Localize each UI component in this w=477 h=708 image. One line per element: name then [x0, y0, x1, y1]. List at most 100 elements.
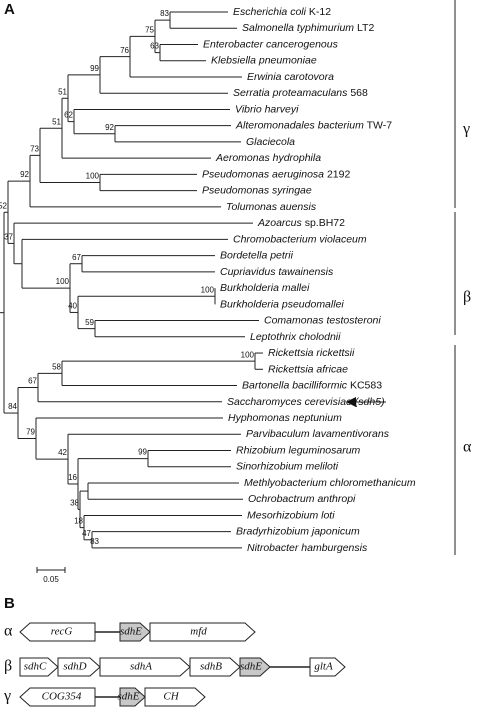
gene-name: recG	[51, 626, 73, 638]
bootstrap-value: 83	[90, 537, 99, 546]
taxon-name: Saccharomyces cerevisiae (sdh5)	[227, 396, 385, 408]
taxon-label: Comamonas testosteroni	[264, 314, 381, 326]
taxon-name: Erwinia carotovora	[247, 71, 334, 83]
gene-arrow	[144, 687, 206, 707]
taxon-name: Rickettsia rickettsii	[268, 347, 355, 359]
scale-label: 0.05	[43, 575, 59, 584]
bootstrap-value: 75	[145, 25, 154, 34]
bootstrap-value: 84	[8, 402, 17, 411]
gene-arrow	[19, 687, 96, 707]
gene-arrow	[189, 657, 241, 677]
gene-arrow	[309, 657, 346, 677]
bootstrap-value: 51	[52, 117, 61, 126]
taxon-label: Bordetella petrii	[220, 249, 294, 261]
gene-arrow	[99, 657, 191, 677]
clade-label: γ	[462, 121, 470, 138]
taxon-name: Rhizobium leguminosarum	[236, 444, 361, 456]
bootstrap-value: 38	[70, 498, 79, 507]
taxon-label: Escherichia coli K-12	[233, 6, 331, 18]
bootstrap-value: 16	[68, 473, 77, 482]
gene-name: sdhE	[240, 661, 262, 673]
taxon-name: Parvibaculum lavamentivorans	[246, 428, 390, 440]
taxon-name: Serratia proteamaculans	[233, 87, 348, 99]
gene-name: sdhE	[118, 691, 140, 703]
bootstrap-value: 52	[0, 201, 8, 210]
gene-name: CH	[163, 691, 179, 703]
bootstrap-value: 18	[74, 517, 83, 526]
gene-name: COG354	[42, 691, 82, 703]
taxon-name: Hyphomonas neptunium	[228, 412, 342, 424]
taxon-name: Nitrobacter hamburgensis	[247, 542, 368, 554]
taxon-name: Bradyrhizobium japonicum	[236, 525, 360, 537]
panel-label: A	[4, 1, 15, 18]
taxon-name: Aeromonas hydrophila	[215, 152, 321, 164]
gene-arrow	[149, 622, 256, 642]
bootstrap-value: 100	[241, 350, 255, 359]
taxon-label: Mesorhizobium loti	[247, 509, 335, 521]
taxon-label: Sinorhizobium meliloti	[236, 461, 339, 473]
taxon-name: Bartonella bacilliformic	[242, 379, 348, 391]
bootstrap-value: 100	[201, 285, 215, 294]
taxon-label: Tolumonas auensis	[226, 201, 317, 213]
gene-name: gltA	[314, 661, 333, 673]
taxon-label: Nitrobacter hamburgensis	[247, 542, 368, 554]
taxon-label: Rickettsia rickettsii	[268, 347, 355, 359]
gene-name: sdhB	[200, 661, 222, 673]
bootstrap-value: 47	[82, 529, 91, 538]
taxon-strain: KC583	[350, 379, 382, 391]
gene-arrow	[119, 622, 151, 642]
taxon-name: Alteromonadales bacterium	[235, 119, 364, 131]
taxon-label: Hyphomonas neptunium	[228, 412, 342, 424]
taxon-label: Erwinia carotovora	[247, 71, 334, 83]
bootstrap-value: 59	[85, 318, 94, 327]
clade-label: α	[463, 439, 472, 456]
bootstrap-value: 99	[138, 448, 147, 457]
gene-arrow	[57, 657, 101, 677]
taxon-name: Methlyobacterium chloromethanicum	[244, 477, 416, 489]
taxon-label: Aeromonas hydrophila	[215, 152, 321, 164]
taxon-label: Klebsiella pneumoniae	[211, 55, 317, 67]
taxon-label: Parvibaculum lavamentivorans	[246, 428, 390, 440]
taxon-strain: TW-7	[367, 119, 393, 131]
bootstrap-value: 62	[64, 111, 73, 120]
taxon-name: Vibrio harveyi	[235, 103, 299, 115]
bootstrap-value: 92	[20, 170, 29, 179]
taxon-label: Burkholderia mallei	[220, 282, 310, 294]
taxon-label: Methlyobacterium chloromethanicum	[244, 477, 416, 489]
bootstrap-value: 76	[120, 46, 129, 55]
taxon-strain: 2192	[327, 168, 351, 180]
taxon-label: Cupriavidus tawainensis	[220, 266, 334, 278]
bootstrap-value: 63	[150, 42, 159, 51]
taxon-strain: LT2	[357, 22, 374, 34]
taxon-label: Pseudomonas syringae	[202, 184, 312, 196]
clade-label: β	[463, 289, 471, 306]
taxon-label: Rhizobium leguminosarum	[236, 444, 361, 456]
taxon-name: Rickettsia africae	[268, 363, 348, 375]
taxon-strain: 568	[350, 87, 368, 99]
taxon-label: Azoarcus sp.BH72	[257, 217, 345, 229]
gene-arrow	[119, 687, 146, 707]
bootstrap-value: 67	[28, 377, 37, 386]
taxon-name: Chromobacterium violaceum	[233, 233, 367, 245]
bootstrap-value: 67	[72, 253, 81, 262]
taxon-strain: K-12	[309, 6, 331, 18]
bootstrap-value: 73	[30, 144, 39, 153]
taxon-label: Glaciecola	[246, 136, 295, 148]
bootstrap-value: 42	[58, 448, 67, 457]
taxon-name: Enterobacter cancerogenous	[203, 38, 339, 50]
taxon-label: Saccharomyces cerevisiae (sdh5)	[227, 396, 385, 408]
gene-name: sdhD	[63, 661, 86, 673]
taxon-name: Bordetella petrii	[220, 249, 294, 261]
bootstrap-value: 58	[52, 362, 61, 371]
bootstrap-value: 83	[160, 9, 169, 18]
taxon-name: Cupriavidus tawainensis	[220, 266, 334, 278]
bootstrap-value: 51	[58, 87, 67, 96]
gene-name: sdhC	[24, 661, 47, 673]
bootstrap-value: 37	[4, 233, 13, 242]
gene-name: sdhE	[120, 626, 142, 638]
taxon-label: Serratia proteamaculans 568	[233, 87, 368, 99]
taxon-label: Bradyrhizobium japonicum	[236, 525, 360, 537]
bootstrap-value: 99	[90, 64, 99, 73]
gene-arrow	[239, 657, 271, 677]
taxon-name: Sinorhizobium meliloti	[236, 461, 339, 473]
